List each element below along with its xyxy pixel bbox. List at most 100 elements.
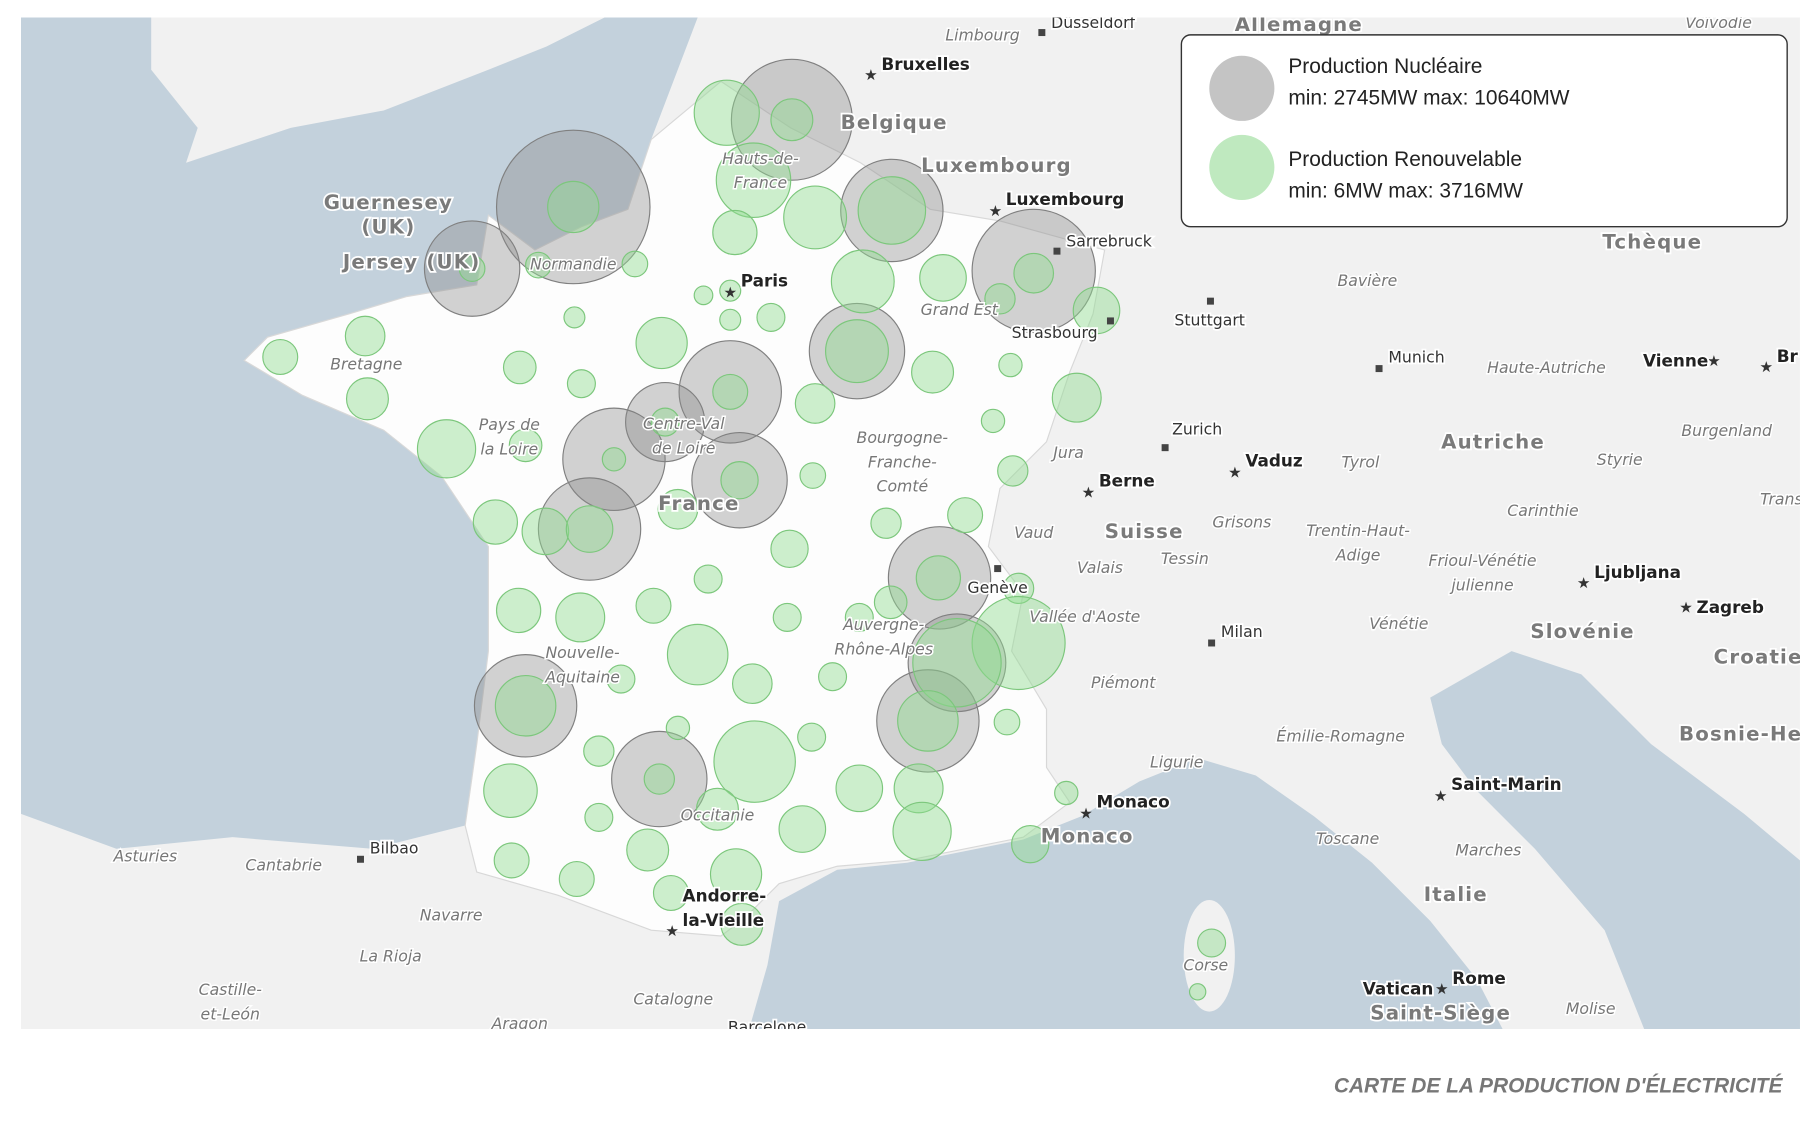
city-label: Zurich <box>1172 420 1222 439</box>
region-label: Aragon <box>491 1014 548 1033</box>
country-label: Guernesey <box>324 191 453 214</box>
region-label: Frioul-Vénétie <box>1429 551 1537 570</box>
city-marker <box>1375 365 1383 373</box>
nuclear-bubble <box>971 208 1096 334</box>
capital-marker: ★ <box>665 922 679 940</box>
renewable-bubble <box>756 302 786 332</box>
nuclear-bubble <box>808 302 906 400</box>
renewable-bubble <box>1054 780 1079 806</box>
renewable-bubble <box>508 428 543 463</box>
region-label: de Loire <box>652 438 715 457</box>
renewable-bubble <box>997 455 1029 487</box>
renewable-bubble <box>650 407 680 437</box>
renewable-bubble <box>652 874 689 912</box>
region-label: julienne <box>1449 576 1513 595</box>
region-label: Vénétie <box>1369 614 1428 633</box>
capital-marker: ★ <box>1679 599 1693 617</box>
city-marker <box>994 565 1002 573</box>
renewable-bubble <box>783 185 848 250</box>
region-label: Franche- <box>868 452 937 471</box>
renewable-bubble <box>345 377 389 421</box>
renewable-bubble <box>897 690 959 752</box>
city-marker <box>1038 29 1046 37</box>
nuclear-bubble <box>691 431 788 529</box>
capital-label: la-Vieille <box>683 910 765 930</box>
renewable-bubble <box>495 587 542 634</box>
region-label: Limbourg <box>945 26 1019 45</box>
capital-label: Vatican <box>1363 978 1434 998</box>
renewable-bubble <box>563 306 586 329</box>
region-label: Cantabrie <box>245 856 322 875</box>
region-label: Vallée d'Aoste <box>1029 607 1140 626</box>
region-label: La Rioja <box>360 946 422 965</box>
capital-label: Bruxelles <box>881 54 969 74</box>
renewable-bubble <box>715 142 792 219</box>
legend-box <box>1180 34 1788 228</box>
capital-marker: ★ <box>1759 358 1773 376</box>
city-label: Munich <box>1388 348 1444 367</box>
nuclear-bubble <box>423 220 521 317</box>
region-label: Jura <box>1050 443 1084 462</box>
region-label: Castille- <box>199 980 263 999</box>
renewable-bubble <box>583 735 615 767</box>
renewable-bubble <box>709 848 763 901</box>
capital-label: Zagreb <box>1696 597 1763 617</box>
legend-range: min: 2745MW max: 10640MW <box>1288 86 1569 109</box>
region-label: Grisons <box>1212 513 1271 532</box>
renewable-bubble <box>719 279 742 302</box>
region-label: Styrie <box>1597 450 1643 469</box>
city-marker <box>1206 297 1214 305</box>
renewable-bubble <box>635 587 672 624</box>
renewable-bubble <box>915 555 962 601</box>
renewable-bubble <box>635 316 688 370</box>
capital-label: Monaco <box>1097 791 1170 811</box>
region-label: Corse <box>1183 956 1228 975</box>
renewable-bubble <box>919 254 967 302</box>
renewable-bubble <box>547 180 600 234</box>
renewable-bubble <box>873 585 908 620</box>
country-label: Croatie <box>1714 646 1800 669</box>
region-label: Nouvelle- <box>545 643 620 662</box>
renewable-bubble <box>416 419 477 479</box>
renewable-bubble <box>770 529 809 568</box>
region-label: Hauts-de- <box>722 149 799 168</box>
region-label: Molise <box>1566 999 1616 1018</box>
region-label: Navarre <box>420 906 483 925</box>
renewable-bubble <box>993 708 1021 736</box>
city-marker <box>356 855 364 863</box>
renewable-bubble <box>892 801 952 862</box>
renewable-bubble <box>665 715 691 741</box>
capital-marker: ★ <box>1707 352 1721 370</box>
region-label: Haute-Autriche <box>1487 358 1606 377</box>
country-label: Belgique <box>841 111 948 134</box>
nuclear-bubble <box>876 669 980 773</box>
city-label: Milan <box>1221 622 1263 641</box>
region-label: Trans <box>1760 489 1800 508</box>
renewable-bubble <box>818 662 848 692</box>
renewable-bubble <box>799 462 827 489</box>
region-label: Toscane <box>1316 829 1379 848</box>
region-label: Ligurie <box>1150 752 1203 771</box>
capital-marker: ★ <box>1228 464 1242 482</box>
country-label: Monaco <box>1041 825 1134 848</box>
city-label: Düsseldorf <box>1051 13 1135 32</box>
renewable-bubble <box>911 350 955 394</box>
region-label: Pays de <box>479 415 540 434</box>
renewable-bubble <box>1013 252 1055 294</box>
legend-range: min: 6MW max: 3716MW <box>1288 179 1523 202</box>
country-label: Jersey (UK) <box>341 250 481 273</box>
renewable-bubble <box>720 461 759 500</box>
atlantic <box>20 17 698 849</box>
renewable-bubble <box>1051 372 1102 423</box>
legend-label: Production Nucléaire <box>1288 55 1482 78</box>
capital-label: Berne <box>1099 470 1155 490</box>
legend-label: Production Renouvelable <box>1288 148 1522 171</box>
city-marker <box>1161 444 1169 452</box>
country-label: France <box>658 492 739 515</box>
renewable-bubble <box>778 805 827 853</box>
renewable-bubble <box>502 350 537 385</box>
region-label: Voïvodie <box>1685 13 1752 32</box>
renewable-bubble <box>1197 928 1227 958</box>
renewable-bubble <box>857 176 927 245</box>
